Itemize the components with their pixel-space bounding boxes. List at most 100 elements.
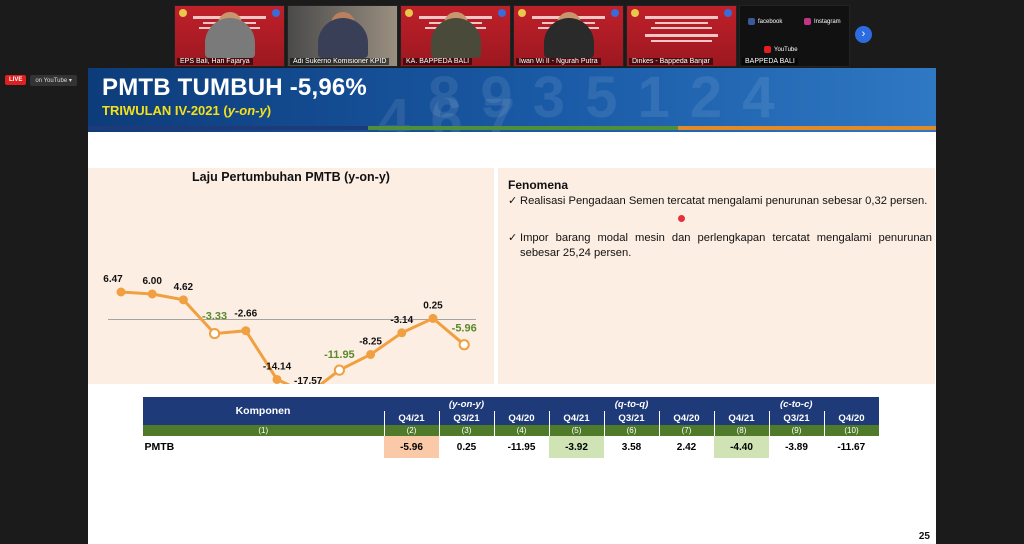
- data-point: [458, 339, 470, 351]
- column-index-cell: (2): [383, 425, 439, 436]
- data-label: 0.25: [423, 300, 443, 311]
- value-cell: 3.58: [621, 441, 642, 453]
- column-index-cell: (6): [603, 425, 659, 436]
- column-index-cell: (4): [493, 425, 549, 436]
- column-index-cell: (5): [548, 425, 604, 436]
- data-point: [366, 349, 376, 359]
- meeting-participant-strip: EPS Bali, Hari Fajarya Adi Sukerno Komis…: [0, 0, 1024, 68]
- fenomena-item: ✓ Realisasi Pengadaan Semen tercatat meng…: [508, 195, 928, 207]
- instagram-icon: [804, 18, 811, 25]
- value-cell: -4.40: [714, 436, 769, 458]
- participant-tile[interactable]: EPS Bali, Hari Fajarya: [174, 5, 285, 67]
- value-cell: -3.89: [785, 441, 808, 453]
- page-number: 25: [918, 531, 930, 542]
- fenomena-item: ✓ Impor barang modal mesin dan perlengkap…: [508, 232, 932, 259]
- column-index-cell: (3): [438, 425, 494, 436]
- presentation-slide: 8 9 3 5 1 2 4 4 6 7 PMTB TUMBUH -5,96% T…: [88, 68, 936, 544]
- instagram-link: Instagram: [804, 18, 841, 25]
- komponen-header: Komponen: [142, 397, 384, 425]
- data-point: [209, 327, 221, 340]
- emblem-icon: [631, 9, 639, 17]
- data-label: -3.33: [202, 311, 227, 323]
- data-label: -11.95: [324, 349, 355, 361]
- period-header: Q3/21: [603, 411, 659, 425]
- participant-name: EPS Bali, Hari Fajarya: [177, 58, 253, 65]
- participant-tile[interactable]: facebook Instagram YouTube BAPPEDA BALI: [739, 5, 850, 67]
- period-header: Q4/20: [658, 411, 714, 425]
- period-header: Q4/20: [823, 411, 879, 425]
- participant-tile[interactable]: Iwan Wi II - Ngurah Putra: [513, 5, 624, 67]
- period-header: Q4/20: [493, 411, 549, 425]
- data-label: -5.96: [452, 323, 477, 335]
- youtube-link: YouTube: [764, 46, 798, 53]
- participant-tile[interactable]: KA. BAPPEDA BALI: [400, 5, 511, 67]
- emblem-icon: [272, 9, 280, 17]
- participant-name: Adi Sukerno Komisioner KPID: [290, 58, 390, 65]
- column-index-cell: (7): [658, 425, 714, 436]
- emblem-icon: [724, 9, 732, 17]
- chevron-right-icon: ›: [861, 28, 866, 40]
- data-label: -2.66: [234, 309, 257, 320]
- period-header: Q4/21: [383, 411, 439, 425]
- data-point: [272, 374, 282, 384]
- chart-title: Laju Pertumbuhan PMTB (y-on-y): [192, 170, 390, 184]
- komponen-table: Komponen (y-on-y) (q-to-q) (c-to-c) Q4/2…: [142, 397, 879, 458]
- column-index-cell: (1): [142, 425, 384, 436]
- column-index-cell: (10): [823, 425, 879, 436]
- emblem-icon: [611, 9, 619, 17]
- checkmark-icon: ✓: [508, 195, 518, 207]
- period-header: Q4/21: [548, 411, 604, 425]
- value-cell: 2.42: [676, 441, 697, 453]
- value-cell: -11.95: [507, 441, 536, 453]
- emblem-icon: [518, 9, 526, 17]
- fenomena-heading: Fenomena: [508, 178, 569, 192]
- period-header: Q4/21: [713, 411, 769, 425]
- participant-name: KA. BAPPEDA BALI: [403, 58, 473, 65]
- checkmark-icon: ✓: [508, 232, 518, 244]
- emblem-icon: [498, 9, 506, 17]
- facebook-icon: [748, 18, 755, 25]
- series-line: [120, 290, 466, 384]
- data-label: -14.14: [263, 361, 292, 372]
- data-point: [333, 364, 345, 376]
- chart-panel: [88, 168, 494, 384]
- emblem-icon: [179, 9, 187, 17]
- column-index-cell: (9): [768, 425, 824, 436]
- participant-tile[interactable]: Adi Sukerno Komisioner KPID: [287, 5, 398, 67]
- next-participants-button[interactable]: ›: [855, 26, 872, 43]
- data-point: [178, 295, 188, 305]
- yoy-group-header: (y-on-y): [384, 397, 549, 411]
- period-header: Q3/21: [438, 411, 494, 425]
- facebook-link: facebook: [748, 18, 782, 25]
- data-point: [428, 313, 438, 323]
- data-point: [241, 326, 251, 336]
- emblem-icon: [405, 9, 413, 17]
- participant-tile[interactable]: Dinkes - Bappeda Banjar: [626, 5, 737, 67]
- data-point: [397, 328, 407, 338]
- pointer-dot-icon: [678, 215, 685, 222]
- participant-name: Dinkes - Bappeda Banjar: [629, 58, 713, 65]
- pmtb-growth-line-chart: 6.47 6.00 4.62 -3.33 -2.66 -14.14-17.57 -11.95…: [103, 274, 477, 384]
- value-cell: 0.25: [456, 441, 477, 453]
- data-point: [116, 287, 126, 297]
- row-label: PMTB: [144, 441, 175, 453]
- data-label: -3.14: [390, 315, 413, 326]
- value-cell: -5.96: [384, 436, 439, 458]
- data-label: 6.00: [142, 276, 162, 287]
- slide-title: PMTB TUMBUH -5,96%: [102, 74, 367, 101]
- live-indicator[interactable]: LIVE on YouTube ▾: [5, 74, 77, 86]
- data-point: [147, 289, 157, 299]
- value-cell: -3.92: [549, 436, 604, 458]
- participant-name: Iwan Wi II - Ngurah Putra: [516, 58, 601, 65]
- data-label: -17.57: [294, 376, 323, 384]
- data-label: -8.25: [359, 336, 382, 347]
- period-header: Q3/21: [768, 411, 824, 425]
- column-index-cell: (8): [713, 425, 769, 436]
- youtube-icon: [764, 46, 771, 53]
- data-label: 6.47: [103, 274, 123, 285]
- participant-name: BAPPEDA BALI: [742, 58, 798, 65]
- live-badge: LIVE: [5, 75, 27, 85]
- data-label: 4.62: [174, 282, 194, 293]
- live-target-dropdown[interactable]: on YouTube ▾: [30, 74, 77, 86]
- fenomena-panel: Fenomena ✓ Realisasi Pengadaan Semen terc…: [498, 168, 935, 384]
